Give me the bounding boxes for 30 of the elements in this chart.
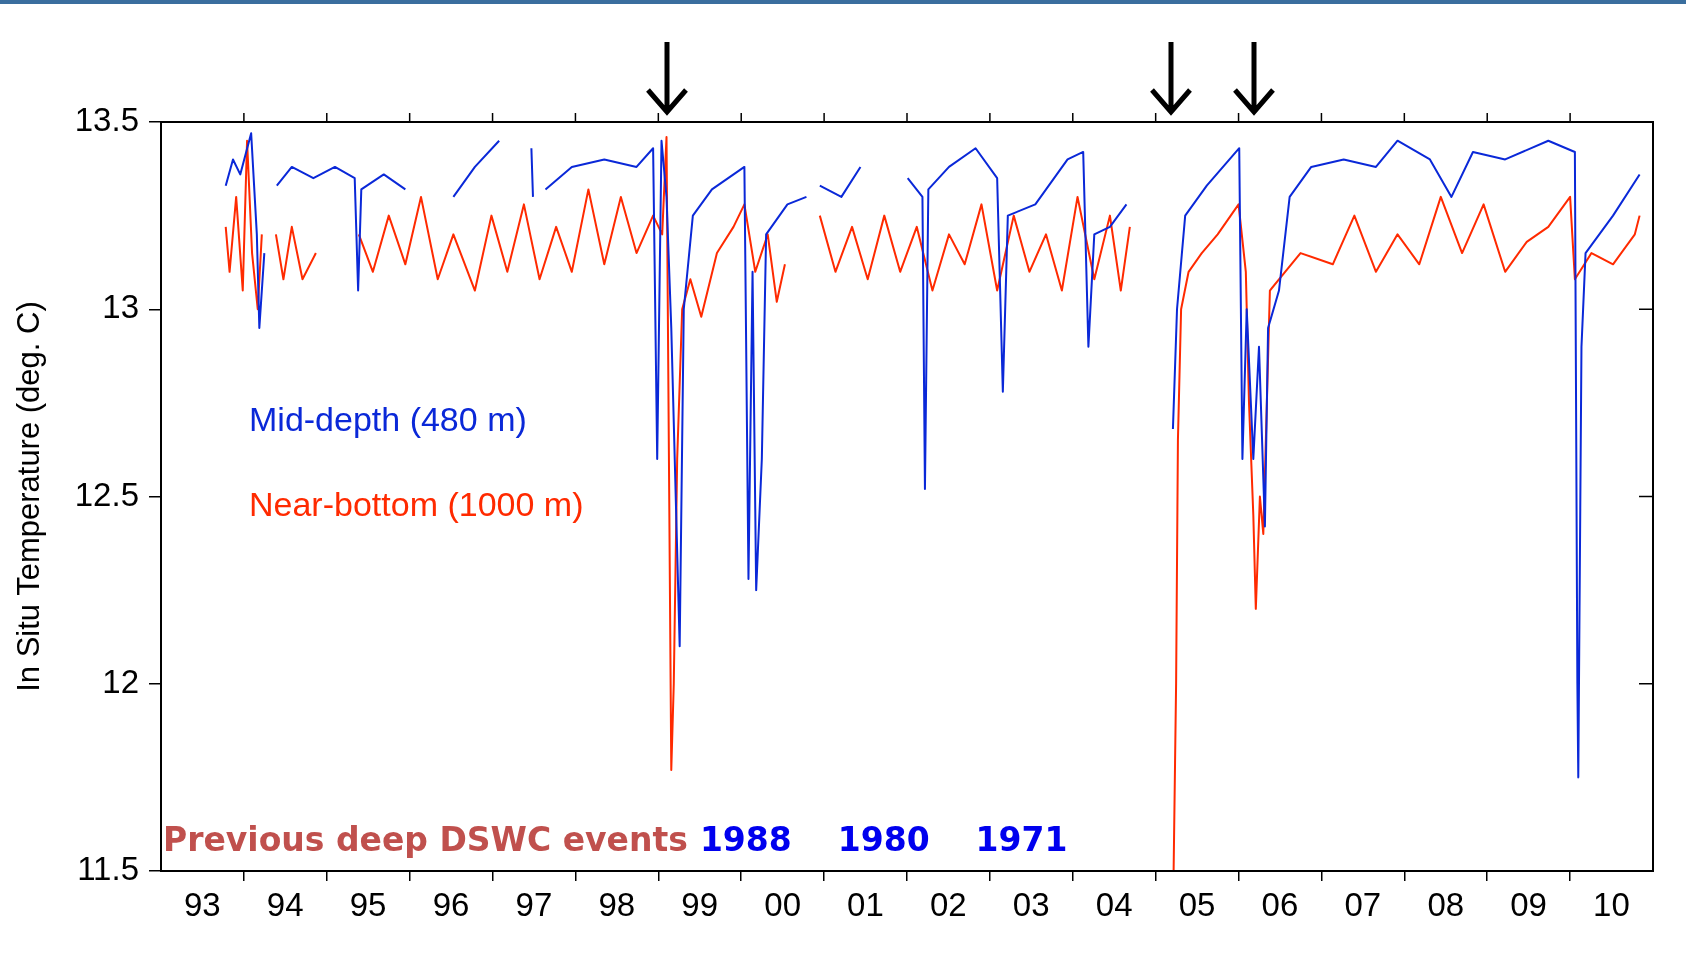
- x-tick-label: 98: [598, 885, 636, 923]
- x-tick-label: 94: [266, 885, 304, 923]
- annotation: Previous deep DSWC events: [163, 820, 688, 859]
- y-tick-label: 13.5: [74, 101, 139, 139]
- x-tick-label: 09: [1510, 885, 1547, 923]
- text: Mid-depth (480 m): [249, 399, 527, 438]
- x-tick-label: 99: [681, 885, 719, 923]
- x-tick-label: 95: [349, 885, 387, 923]
- x-tick-label: 03: [1012, 885, 1050, 923]
- y-tick-label: 12.5: [74, 475, 139, 513]
- annotation: 1971: [975, 820, 1068, 859]
- x-tick-label: 10: [1593, 885, 1630, 923]
- annotation: 1980: [837, 820, 930, 859]
- y-tick-label: 13: [102, 288, 139, 326]
- x-tick-label: 00: [764, 885, 802, 923]
- x-tick-label: 01: [847, 885, 884, 923]
- x-tick-label: 08: [1427, 885, 1465, 923]
- x-tick-label: 04: [1095, 885, 1133, 923]
- y-tick-label: 12: [102, 662, 139, 700]
- y-axis-title: In Situ Temperature (deg. C): [11, 301, 47, 692]
- x-tick-label: 02: [929, 885, 967, 923]
- x-tick-label: 96: [432, 885, 470, 923]
- annotation: 1988: [699, 820, 792, 859]
- y-tick-label: 11.5: [77, 850, 139, 888]
- x-tick-label: 06: [1261, 885, 1299, 923]
- x-tick-label: 05: [1178, 885, 1216, 923]
- x-tick-label: 93: [183, 885, 221, 923]
- x-tick-label: 97: [515, 885, 553, 923]
- x-tick-label: 07: [1344, 885, 1382, 923]
- text: Near-bottom (1000 m): [249, 484, 584, 523]
